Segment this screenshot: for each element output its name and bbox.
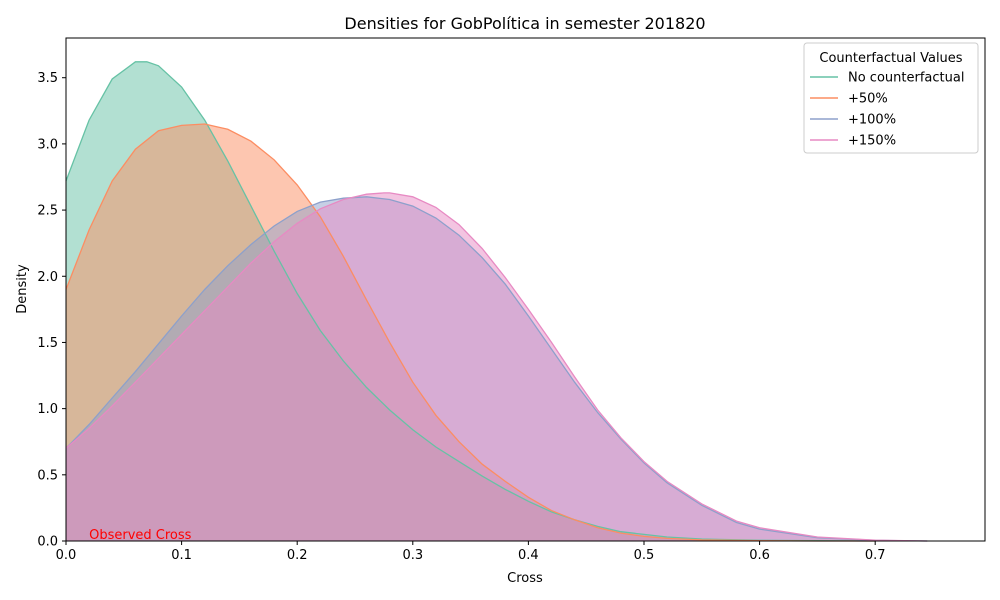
x-axis-label: Cross: [507, 571, 543, 586]
y-tick-label: 2.5: [37, 204, 58, 219]
legend-item-label: +150%: [848, 134, 896, 149]
y-tick-label: 3.5: [37, 71, 58, 86]
y-tick-label: 3.0: [37, 137, 58, 152]
x-tick-label: 0.1: [171, 548, 192, 563]
chart-title: Densities for GobPolítica in semester 20…: [344, 14, 705, 33]
density-line-1: [65, 123, 876, 542]
density-lines: [65, 61, 928, 542]
y-axis: 0.0 0.5 1.0 1.5 2.0 2.5 3.0 3.5: [37, 71, 66, 550]
density-areas: [66, 61, 928, 542]
y-tick-label: 2.0: [37, 270, 58, 285]
legend-box: [803, 42, 979, 154]
legend-item-label: No counterfactual: [848, 71, 964, 86]
x-tick-label: 0.4: [518, 548, 539, 563]
density-area-3: [66, 192, 928, 541]
plot-frame: [65, 37, 986, 542]
y-tick-label: 0.5: [37, 468, 58, 483]
density-line-0: [65, 61, 876, 542]
x-tick-label: 0.6: [749, 548, 770, 563]
y-tick-label: 1.5: [37, 336, 58, 351]
x-tick-label: 0.7: [865, 548, 886, 563]
x-tick-label: 0.2: [287, 548, 308, 563]
x-tick-label: 0.3: [402, 548, 423, 563]
legend-items: No counterfactual +50% +100% +150%: [810, 71, 964, 149]
y-tick-label: 0.0: [37, 535, 58, 550]
x-axis: 0.0 0.1 0.2 0.3 0.4 0.5 0.6 0.7: [56, 541, 886, 563]
y-tick-label: 1.0: [37, 402, 58, 417]
legend: Counterfactual Values No counterfactual +…: [803, 42, 979, 154]
y-axis-label: Density: [15, 264, 30, 314]
legend-item-label: +100%: [848, 113, 896, 128]
legend-title: Counterfactual Values: [819, 51, 962, 66]
x-tick-label: 0.5: [634, 548, 655, 563]
density-line-3: [65, 192, 928, 542]
legend-item-label: +50%: [848, 92, 888, 107]
x-tick-label: 0.0: [56, 548, 77, 563]
density-line-2: [65, 196, 928, 542]
observed-cross-annotation: Observed Cross: [89, 528, 192, 543]
